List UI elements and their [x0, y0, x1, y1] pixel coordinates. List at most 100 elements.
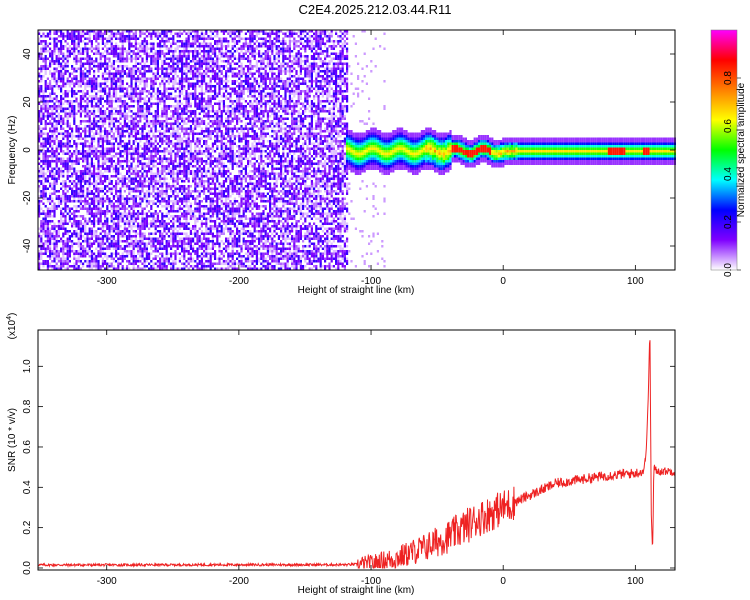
heatmap-cell: [187, 267, 190, 270]
heatmap-cell: [187, 87, 190, 90]
heatmap-cell: [159, 170, 162, 173]
heatmap-cell: [167, 107, 170, 110]
heatmap-cell: [185, 55, 188, 58]
heatmap-cell: [115, 192, 118, 195]
heatmap-cell: [110, 225, 113, 228]
heatmap-cell: [101, 182, 104, 185]
heatmap-cell: [40, 180, 43, 183]
heatmap-cell: [187, 260, 190, 263]
heatmap-cell: [152, 72, 155, 75]
heatmap-cell: [161, 232, 164, 235]
heatmap-cell: [115, 100, 118, 103]
heatmap-cell: [185, 177, 188, 180]
heatmap-cell: [132, 150, 135, 153]
heatmap-cell: [121, 75, 124, 78]
heatmap-cell: [90, 125, 93, 128]
heatmap-cell: [66, 37, 69, 40]
heatmap-cell: [137, 62, 140, 65]
heatmap-cell: [49, 95, 52, 98]
heatmap-cell: [152, 245, 155, 248]
heatmap-cell: [119, 247, 122, 250]
heatmap-cell: [64, 240, 67, 243]
heatmap-cell: [187, 165, 190, 168]
heatmap-cell: [132, 95, 135, 98]
heatmap-cell: [174, 135, 177, 138]
heatmap-cell: [154, 55, 157, 58]
heatmap-cell: [172, 162, 175, 165]
heatmap-cell: [134, 85, 137, 88]
heatmap-cell: [132, 197, 135, 200]
heatmap-cell: [108, 140, 111, 143]
heatmap-cell: [99, 107, 102, 110]
heatmap-cell: [112, 120, 115, 123]
heatmap-cell: [174, 252, 177, 255]
heatmap-cell: [152, 122, 155, 125]
heatmap-cell: [145, 65, 148, 68]
heatmap-cell: [192, 92, 195, 95]
heatmap-cell: [57, 265, 60, 268]
heatmap-cell: [161, 137, 164, 140]
heatmap-cell: [97, 50, 100, 53]
heatmap-cell: [90, 197, 93, 200]
heatmap-cell: [86, 265, 89, 268]
heatmap-cell: [126, 250, 129, 253]
heatmap-cell: [132, 122, 135, 125]
heatmap-cell: [185, 122, 188, 125]
heatmap-cell: [108, 30, 111, 33]
heatmap-cell: [57, 50, 60, 53]
heatmap-cell: [62, 122, 65, 125]
heatmap-cell: [156, 62, 159, 65]
heatmap-cell: [194, 110, 197, 113]
heatmap-cell: [139, 140, 142, 143]
heatmap-cell: [187, 57, 190, 60]
heatmap-cell: [137, 160, 140, 163]
heatmap-cell: [46, 150, 49, 153]
heatmap-cell: [101, 35, 104, 38]
heatmap-cell: [60, 80, 63, 83]
heatmap-cell: [79, 40, 82, 43]
heatmap-cell: [159, 137, 162, 140]
heatmap-cell: [139, 92, 142, 95]
heatmap-cell: [154, 92, 157, 95]
heatmap-cell: [119, 112, 122, 115]
heatmap-cell: [60, 250, 63, 253]
heatmap-cell: [44, 55, 47, 58]
heatmap-cell: [108, 202, 111, 205]
heatmap-cell: [79, 260, 82, 263]
heatmap-cell: [40, 67, 43, 70]
heatmap-cell: [145, 117, 148, 120]
heatmap-cell: [104, 237, 107, 240]
heatmap-cell: [46, 247, 49, 250]
heatmap-cell: [165, 127, 168, 130]
heatmap-cell: [86, 212, 89, 215]
heatmap-cell: [143, 45, 146, 48]
heatmap-cell: [40, 110, 43, 113]
heatmap-cell: [53, 50, 56, 53]
heatmap-cell: [97, 37, 100, 40]
heatmap-cell: [77, 82, 80, 85]
heatmap-cell: [84, 157, 87, 160]
heatmap-cell: [159, 182, 162, 185]
heatmap-cell: [79, 220, 82, 223]
heatmap-cell: [119, 257, 122, 260]
heatmap-cell: [117, 237, 120, 240]
heatmap-cell: [99, 175, 102, 178]
heatmap-cell: [187, 102, 190, 105]
heatmap-cell: [101, 202, 104, 205]
heatmap-cell: [189, 252, 192, 255]
heatmap-cell: [60, 257, 63, 260]
heatmap-cell: [110, 212, 113, 215]
heatmap-cell: [115, 165, 118, 168]
heatmap-cell: [181, 267, 184, 270]
heatmap-cell: [156, 195, 159, 198]
heatmap-cell: [84, 230, 87, 233]
heatmap-cell: [156, 97, 159, 100]
heatmap-cell: [126, 90, 129, 93]
heatmap-cell: [126, 92, 129, 95]
heatmap-cell: [84, 120, 87, 123]
heatmap-cell: [139, 197, 142, 200]
heatmap-cell: [192, 30, 195, 33]
heatmap-cell: [62, 185, 65, 188]
heatmap-cell: [196, 55, 199, 58]
heatmap-cell: [148, 185, 151, 188]
